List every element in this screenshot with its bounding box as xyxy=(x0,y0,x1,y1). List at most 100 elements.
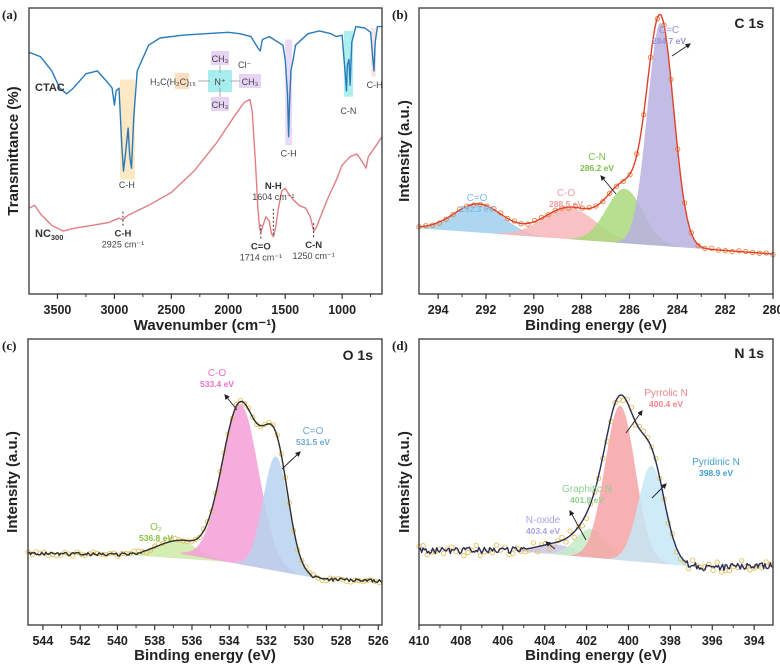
label-arrow xyxy=(224,394,238,411)
x-ticks-d: 410 408 406 404 402 400 398 396 394 xyxy=(409,625,765,648)
structure-highlight-ch3 xyxy=(211,51,229,65)
data-point xyxy=(600,198,606,205)
data-point xyxy=(473,542,479,549)
data-point xyxy=(579,523,586,529)
y-axis-title-a: Transmittance (%) xyxy=(5,86,22,215)
data-point xyxy=(196,534,203,541)
data-point xyxy=(188,539,195,545)
band-label: C-H xyxy=(367,80,383,90)
data-point xyxy=(688,230,694,236)
peak-assignment: C=O xyxy=(251,242,271,253)
component-energy-label: 398.9 eV xyxy=(699,468,733,478)
x-tick-label-c: 526 xyxy=(368,634,389,648)
component-name-label: C-O xyxy=(557,188,576,199)
data-point xyxy=(627,171,633,178)
plot-frame-a xyxy=(28,7,383,295)
series-line-ctac xyxy=(28,25,382,172)
x-tick-label-a: 2000 xyxy=(214,303,242,317)
plot-frame-c xyxy=(27,338,383,626)
raw-data-points xyxy=(416,396,773,575)
x-axis-title-d: Binding energy (eV) xyxy=(525,647,667,664)
component-energy-label: 401.8 eV xyxy=(570,495,604,505)
core-level-title-c: O 1s xyxy=(343,347,374,363)
data-point xyxy=(739,558,745,564)
component-fill xyxy=(419,203,547,238)
plot-frame-d xyxy=(418,338,774,626)
data-point xyxy=(192,536,199,543)
component-energy-label: 403.4 eV xyxy=(526,526,560,536)
structure-methyl: CH₃ xyxy=(212,54,229,64)
component-energy-label: 288.5 eV xyxy=(549,199,583,209)
band-label: C-N xyxy=(340,106,356,116)
label-arrow xyxy=(651,483,667,499)
structure-methyl: CH₃ xyxy=(212,100,229,110)
component-energy-label: 536.8 eV xyxy=(139,533,173,543)
x-tick-label-b: 294 xyxy=(428,303,449,317)
x-tick-label-b: 288 xyxy=(571,303,592,317)
x-tick-label-c: 534 xyxy=(219,634,240,648)
data-point xyxy=(710,567,716,574)
data-point xyxy=(593,203,599,209)
component-name-label: O₂ xyxy=(150,522,162,533)
panel-label-d: (d) xyxy=(392,338,408,353)
data-point xyxy=(493,542,500,548)
x-tick-label-c: 536 xyxy=(182,634,203,648)
x-tick-label-a: 1000 xyxy=(328,303,356,317)
data-point xyxy=(530,540,537,546)
component-name-label: C-O xyxy=(208,368,227,379)
data-point xyxy=(420,543,426,549)
x-tick-label-b: 282 xyxy=(715,303,736,317)
component-energy-label: 284.7 eV xyxy=(652,36,686,46)
component-name-label: N-oxide xyxy=(526,515,561,526)
data-point xyxy=(613,183,620,189)
peak-assignment: C-N xyxy=(305,240,322,251)
x-tick-label-c: 532 xyxy=(256,634,277,648)
data-point xyxy=(469,547,475,554)
data-point xyxy=(237,397,244,404)
x-tick-label-b: 284 xyxy=(667,303,688,317)
label-arrow xyxy=(600,175,617,195)
x-tick-label-c: 530 xyxy=(293,634,314,648)
x-axis-title-a: Wavenumber (cm⁻¹) xyxy=(134,317,276,334)
data-point xyxy=(241,401,248,407)
x-tick-label-c: 544 xyxy=(32,634,53,648)
data-point xyxy=(690,557,696,563)
data-point xyxy=(74,549,80,555)
data-point xyxy=(205,519,211,525)
y-axis-title-c: Intensity (a.u.) xyxy=(4,431,21,533)
component-energy-label: 292.3 eV xyxy=(460,204,494,214)
data-point xyxy=(440,550,447,557)
label-arrow xyxy=(281,451,301,470)
x-tick-label-b: 290 xyxy=(523,303,544,317)
x-tick-label-c: 542 xyxy=(70,634,91,648)
component-name-label: Pyrrolic N xyxy=(644,388,687,399)
component-name-label: C=C xyxy=(659,25,679,36)
sample-label-subscript: 300 xyxy=(51,233,64,242)
data-point xyxy=(620,178,626,185)
highlight-band xyxy=(285,39,293,146)
data-point xyxy=(567,528,573,534)
data-point xyxy=(547,546,553,552)
band-label: C-H xyxy=(119,180,135,190)
x-axis-title-c: Binding energy (eV) xyxy=(134,647,276,664)
envelope-line xyxy=(418,13,774,255)
x-tick-label-d: 408 xyxy=(450,634,471,648)
x-axis-title-b: Binding energy (eV) xyxy=(525,317,667,334)
data-point xyxy=(461,552,467,559)
x-tick-label-d: 400 xyxy=(618,634,639,648)
x-tick-label-a: 2500 xyxy=(157,303,185,317)
data-point xyxy=(706,561,712,567)
label-arrow xyxy=(545,541,556,550)
structure-nitrogen: N⁺ xyxy=(214,77,225,87)
structure-highlight-n xyxy=(208,70,232,92)
series-line-nc300 xyxy=(28,98,383,238)
component-energy-label: 400.4 eV xyxy=(649,399,683,409)
data-point xyxy=(504,215,511,222)
x-ticks-c: 544 542 540 538 536 534 532 530 528 526 xyxy=(32,625,389,648)
x-tick-label-d: 406 xyxy=(492,634,513,648)
